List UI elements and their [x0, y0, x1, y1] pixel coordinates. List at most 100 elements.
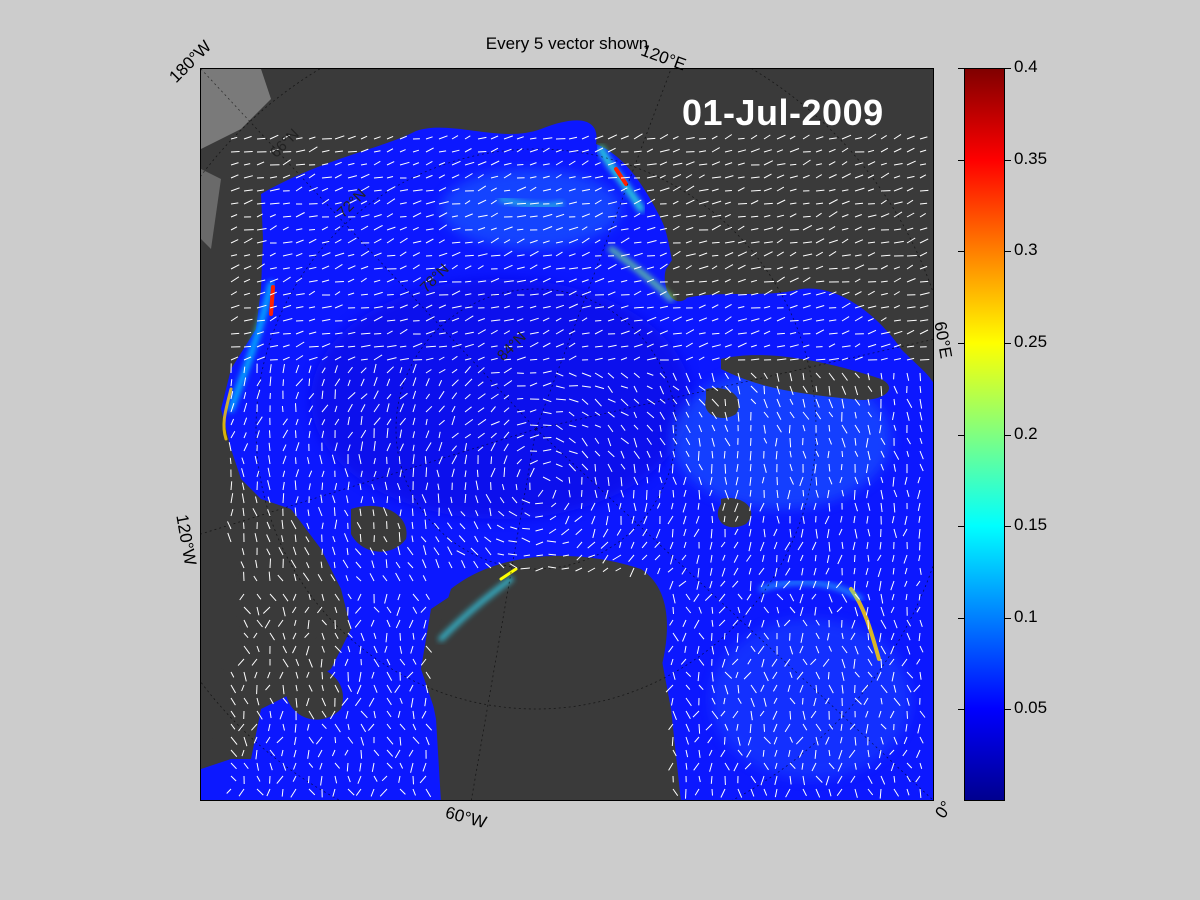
- velocity-vector: [334, 281, 344, 283]
- velocity-vector: [276, 736, 284, 744]
- velocity-vector: [243, 163, 251, 166]
- velocity-vector: [282, 379, 284, 387]
- velocity-vector: [904, 567, 908, 575]
- velocity-vector: [347, 318, 357, 322]
- velocity-vector: [889, 710, 895, 719]
- velocity-vector: [386, 357, 397, 361]
- velocity-vector: [555, 343, 564, 348]
- velocity-vector: [763, 317, 772, 322]
- velocity-vector: [854, 304, 865, 309]
- velocity-vector: [906, 632, 911, 641]
- velocity-vector: [555, 241, 563, 244]
- velocity-vector: [763, 173, 772, 179]
- velocity-vector: [256, 240, 267, 244]
- velocity-vector: [633, 188, 641, 192]
- velocity-vector: [711, 290, 720, 296]
- velocity-vector: [293, 762, 297, 770]
- velocity-vector: [802, 276, 811, 283]
- velocity-vector: [711, 304, 719, 309]
- velocity-vector: [763, 632, 770, 640]
- velocity-vector: [917, 476, 921, 484]
- velocity-vector: [711, 671, 714, 682]
- velocity-vector: [529, 148, 538, 153]
- velocity-vector: [711, 188, 719, 192]
- velocity-vector: [477, 393, 486, 400]
- velocity-vector: [295, 149, 306, 153]
- velocity-vector: [763, 424, 766, 434]
- velocity-vector: [854, 424, 861, 433]
- velocity-vector: [880, 343, 891, 348]
- velocity-vector: [671, 502, 674, 510]
- velocity-vector: [802, 344, 810, 348]
- land-shade-w: [201, 169, 221, 249]
- velocity-vector: [490, 345, 498, 348]
- velocity-vector: [516, 410, 525, 413]
- velocity-vector: [490, 135, 499, 140]
- velocity-vector: [294, 619, 297, 626]
- colorbar-tick: [1005, 251, 1011, 252]
- velocity-vector: [698, 424, 703, 433]
- velocity-vector: [893, 424, 897, 431]
- velocity-vector: [255, 496, 258, 504]
- velocity-vector: [490, 306, 500, 309]
- velocity-vector: [789, 775, 792, 785]
- velocity-vector: [256, 228, 267, 231]
- velocity-vector: [789, 411, 795, 419]
- velocity-vector: [646, 463, 650, 471]
- velocity-vector: [243, 331, 252, 335]
- velocity-vector: [230, 379, 233, 387]
- velocity-vector: [269, 762, 273, 771]
- velocity-vector: [410, 697, 414, 708]
- velocity-vector: [724, 356, 731, 361]
- velocity-vector: [867, 632, 870, 641]
- velocity-vector: [724, 134, 733, 140]
- velocity-vector: [672, 186, 681, 192]
- velocity-vector: [919, 149, 927, 153]
- velocity-vector: [425, 723, 433, 731]
- velocity-vector: [799, 476, 804, 487]
- velocity-vector: [321, 187, 329, 192]
- velocity-vector: [763, 344, 771, 348]
- velocity-vector: [685, 199, 695, 205]
- velocity-vector: [477, 446, 484, 452]
- velocity-vector: [503, 148, 512, 153]
- velocity-vector: [464, 433, 471, 439]
- velocity-vector: [841, 398, 845, 409]
- velocity-vector: [880, 147, 889, 153]
- velocity-vector: [879, 788, 882, 799]
- velocity-vector: [646, 424, 654, 432]
- velocity-vector: [438, 368, 446, 374]
- velocity-vector: [317, 606, 323, 614]
- velocity-vector: [399, 216, 407, 218]
- velocity-vector: [802, 267, 810, 270]
- velocity-vector: [607, 280, 615, 283]
- velocity-vector: [646, 163, 657, 166]
- velocity-vector: [737, 318, 748, 322]
- velocity-vector: [370, 619, 375, 627]
- velocity-vector: [373, 775, 378, 782]
- velocity-vector: [776, 398, 781, 408]
- velocity-vector: [334, 238, 342, 244]
- velocity-vector: [503, 189, 511, 192]
- velocity-vector: [763, 398, 768, 409]
- velocity-vector: [321, 318, 331, 322]
- velocity-vector: [409, 684, 414, 692]
- velocity-vector: [399, 226, 407, 231]
- velocity-vector: [581, 237, 590, 244]
- velocity-vector: [451, 405, 456, 413]
- velocity-vector: [854, 226, 862, 231]
- velocity-vector: [815, 398, 820, 408]
- velocity-vector: [698, 280, 707, 283]
- velocity-vector: [685, 253, 696, 257]
- velocity-vector: [906, 684, 912, 693]
- velocity-vector: [737, 203, 748, 205]
- velocity-vector: [360, 317, 367, 322]
- velocity-vector: [672, 398, 678, 405]
- velocity-vector: [555, 251, 563, 257]
- velocity-vector: [867, 619, 869, 630]
- velocity-vector: [893, 358, 902, 361]
- velocity-vector: [693, 528, 700, 538]
- velocity-vector: [762, 749, 765, 757]
- velocity-vector: [360, 344, 371, 348]
- velocity-vector: [720, 710, 726, 717]
